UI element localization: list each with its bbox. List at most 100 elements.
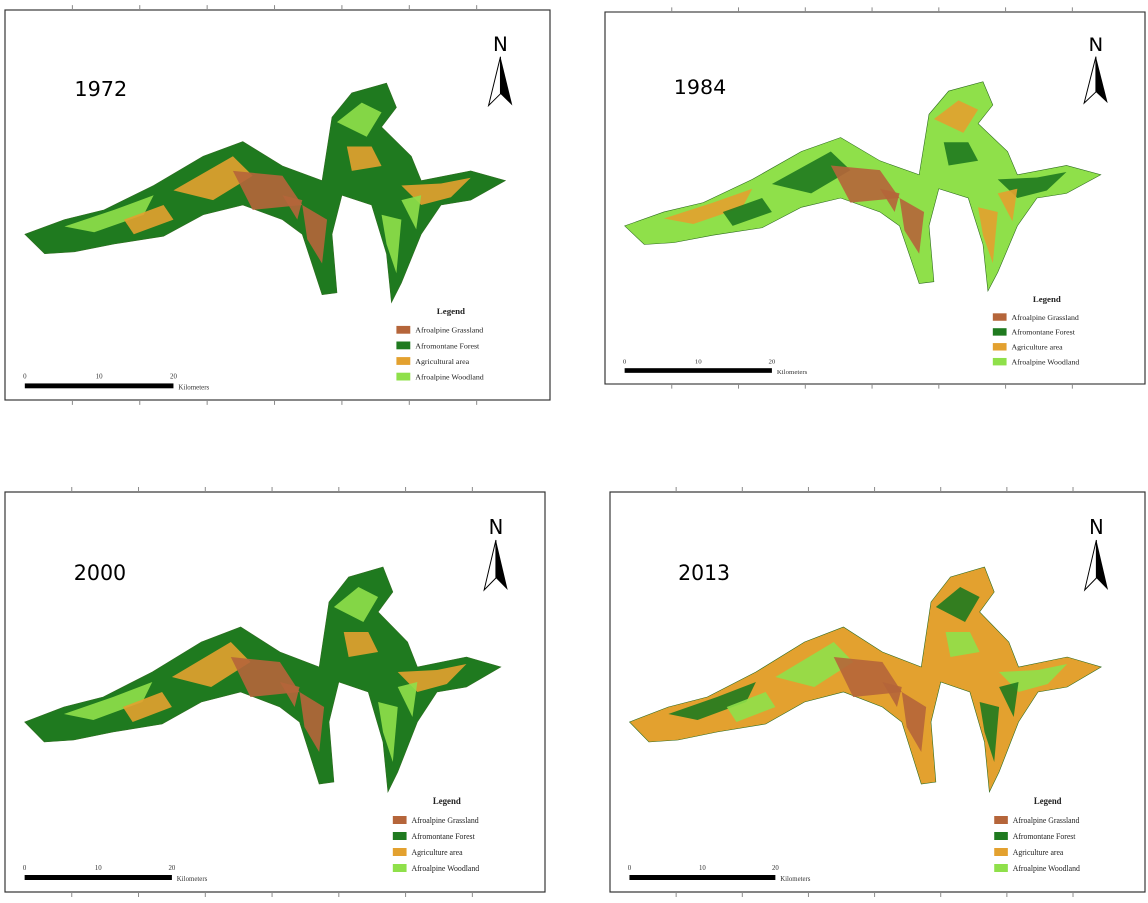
- legend-label: Afromontane Forest: [1011, 328, 1075, 337]
- legend-label: Agriculture area: [1013, 848, 1064, 857]
- land-cover-patch: [173, 156, 253, 201]
- north-label: N: [493, 33, 508, 56]
- scale-label: 20: [768, 359, 776, 366]
- legend-label: Afroalpine Woodland: [415, 373, 484, 382]
- legend-swatch: [396, 325, 411, 334]
- legend-label: Afroalpine Grassland: [411, 816, 478, 825]
- legend-swatch: [392, 848, 407, 856]
- land-cover-patch: [935, 587, 980, 622]
- legend-swatch: [992, 328, 1007, 336]
- legend-swatch: [396, 372, 411, 381]
- land-cover-patch: [979, 702, 1000, 762]
- legend-title: Legend: [437, 306, 465, 316]
- land-cover-patch: [123, 205, 174, 235]
- map-panel: 1984 N Legend Afroalpine Grassland Afromonta…: [604, 7, 1146, 389]
- legend-swatch: [994, 832, 1008, 840]
- legend-swatch: [396, 357, 411, 365]
- land-cover-patch: [978, 207, 998, 264]
- land-cover-patch: [997, 188, 1018, 222]
- land-cover-patch: [833, 657, 902, 697]
- scale-label: 0: [23, 374, 27, 381]
- scale-unit: Kilometers: [780, 876, 811, 883]
- land-cover-patch: [282, 195, 303, 220]
- legend-title: Legend: [1033, 294, 1061, 304]
- scale-bar: [24, 383, 174, 389]
- legend-label: Afroalpine Grassland: [1013, 816, 1080, 825]
- land-cover-patch: [122, 692, 172, 722]
- legend-title: Legend: [433, 796, 461, 806]
- land-cover-patch: [232, 170, 303, 210]
- land-cover-patch: [343, 632, 379, 657]
- year-label: 2000: [74, 561, 126, 585]
- land-cover-patch: [279, 682, 300, 707]
- year-label: 2013: [678, 561, 730, 585]
- legend-label: Agricultural area: [415, 357, 469, 366]
- land-cover-patch: [64, 195, 154, 233]
- land-cover-patch: [302, 205, 328, 264]
- legend-swatch: [396, 341, 411, 350]
- legend-label: Afroalpine Grassland: [415, 326, 483, 335]
- map-panel: 1972 N Legend Afroalpine Grassland Afromonta…: [4, 5, 551, 405]
- land-cover-patch: [882, 682, 902, 707]
- legend-swatch: [992, 357, 1007, 366]
- legend-swatch: [392, 816, 407, 824]
- land-cover-patch: [299, 692, 325, 752]
- north-arrow: [1096, 540, 1109, 590]
- land-cover-patch: [346, 146, 382, 171]
- legend-swatch: [392, 864, 407, 872]
- legend-swatch: [392, 832, 407, 840]
- scale-label: 10: [699, 865, 706, 872]
- scale-label: 10: [95, 865, 102, 872]
- year-label: 1972: [74, 77, 127, 101]
- land-cover-patch: [901, 692, 927, 752]
- scale-label: 10: [695, 359, 703, 366]
- scale-label: 0: [628, 865, 632, 872]
- north-label: N: [489, 516, 504, 539]
- north-label: N: [1089, 516, 1104, 539]
- land-cover-patch: [933, 100, 979, 133]
- north-arrow: [1083, 56, 1097, 105]
- map-panel: 2013 N Legend Afroalpine Grassland Afromonta…: [609, 487, 1146, 897]
- land-cover-patch: [771, 151, 851, 194]
- legend-label: Agriculture area: [1011, 343, 1063, 352]
- land-cover-patch: [879, 188, 900, 212]
- land-cover-patch: [726, 692, 776, 722]
- land-cover-patch: [401, 195, 422, 230]
- land-cover-patch: [397, 682, 418, 717]
- scale-label: 0: [623, 359, 627, 366]
- land-cover-patch: [381, 214, 402, 274]
- legend-swatch: [992, 343, 1007, 351]
- map-panel: 2000 N Legend Afroalpine Grassland Afromonta…: [4, 487, 546, 897]
- scale-label: 0: [23, 865, 27, 872]
- legend-label: Afromontane Forest: [415, 341, 480, 350]
- legend-swatch: [994, 848, 1008, 856]
- land-cover-patch: [230, 657, 300, 697]
- scale-label: 20: [168, 865, 175, 872]
- year-label: 1984: [674, 75, 726, 98]
- land-cover-patch: [63, 682, 153, 720]
- legend-title: Legend: [1034, 796, 1062, 806]
- land-cover-patch: [333, 587, 379, 622]
- north-label: N: [1089, 34, 1104, 56]
- legend-label: Afromontane Forest: [411, 832, 475, 841]
- legend-swatch: [994, 864, 1008, 872]
- legend-label: Afroalpine Grassland: [1011, 313, 1078, 322]
- land-cover-patch: [830, 165, 900, 203]
- scale-unit: Kilometers: [178, 384, 209, 391]
- land-cover-patch: [663, 188, 753, 225]
- scale-bar: [629, 875, 776, 880]
- scale-bar: [624, 368, 772, 373]
- scale-label: 20: [170, 374, 177, 381]
- legend-label: Agriculture area: [411, 848, 463, 857]
- scale-label: 10: [96, 374, 103, 381]
- legend-swatch: [992, 313, 1007, 321]
- scale-bar: [24, 875, 172, 880]
- land-cover-patch: [722, 198, 772, 226]
- land-cover-patch: [943, 142, 979, 166]
- legend-label: Afromontane Forest: [1013, 832, 1077, 841]
- land-cover-patch: [378, 702, 398, 762]
- land-cover-patch: [999, 682, 1019, 717]
- north-arrow: [495, 540, 508, 590]
- land-cover-patch: [171, 642, 251, 687]
